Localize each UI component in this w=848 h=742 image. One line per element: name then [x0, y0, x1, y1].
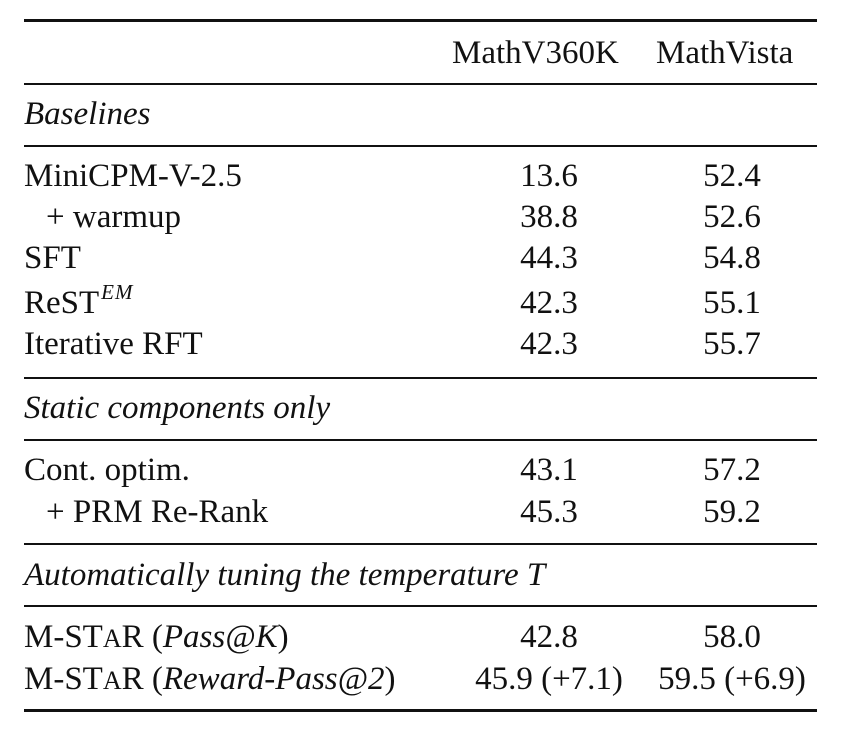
- row-label-cont-optim: Cont. optim.: [24, 452, 190, 488]
- cell-mathvista: 58.0: [703, 619, 761, 655]
- mstar-close-paren: ): [277, 619, 289, 655]
- row-label-mstar-pass-k: M-STAR (Pass@K): [24, 617, 289, 657]
- rest-label-text: ReST: [24, 285, 100, 321]
- mstar-prefix: M-ST: [24, 661, 103, 697]
- cell-mathv360k: 45.3: [520, 494, 578, 530]
- cell-mathv360k: 43.1: [520, 452, 578, 488]
- row-label-sft: SFT: [24, 240, 81, 276]
- column-header-mathvista: MathVista: [656, 35, 794, 71]
- cell-mathv360k: 13.6: [520, 158, 578, 194]
- mstar-smallcap: A: [102, 666, 122, 695]
- mstar-suffix: R (: [121, 619, 163, 655]
- row-label-rest-em: ReSTEM: [24, 280, 134, 323]
- cell-mathv360k: 42.3: [520, 326, 578, 362]
- mstar-variant: Pass@K: [162, 619, 278, 655]
- mstar-close-paren: ): [384, 661, 396, 697]
- column-header-mathv360k: MathV360K: [452, 35, 619, 71]
- section-title-auto-tuning: Automatically tuning the temperature T: [24, 557, 546, 593]
- row-label-mstar-reward-pass: M-STAR (Reward-Pass@2): [24, 659, 396, 699]
- table-top-rule: [24, 19, 817, 22]
- section-title-static-components: Static components only: [24, 390, 331, 426]
- section-rule: [24, 145, 817, 147]
- cell-mathv360k: 42.8: [520, 619, 578, 655]
- mstar-variant: Reward-Pass@2: [162, 661, 385, 697]
- rest-label-superscript: EM: [101, 280, 134, 304]
- header-rule: [24, 83, 817, 85]
- cell-mathv360k: 38.8: [520, 199, 578, 235]
- row-label-iterative-rft: Iterative RFT: [24, 326, 203, 362]
- cell-mathvista: 55.1: [703, 285, 761, 321]
- cell-mathvista: 52.6: [703, 199, 761, 235]
- cell-mathvista: 52.4: [703, 158, 761, 194]
- mstar-smallcap: A: [102, 624, 122, 653]
- section-rule: [24, 377, 817, 379]
- cell-mathvista: 59.2: [703, 494, 761, 530]
- cell-mathvista: 54.8: [703, 240, 761, 276]
- cell-mathvista: 57.2: [703, 452, 761, 488]
- mstar-prefix: M-ST: [24, 619, 103, 655]
- cell-mathv360k: 42.3: [520, 285, 578, 321]
- row-label-prm-rerank: + PRM Re-Rank: [46, 494, 269, 530]
- cell-mathvista: 55.7: [703, 326, 761, 362]
- mstar-suffix: R (: [121, 661, 163, 697]
- table-bottom-rule: [24, 709, 817, 712]
- row-label-warmup: + warmup: [46, 199, 181, 235]
- row-label-minicpm: MiniCPM-V-2.5: [24, 158, 242, 194]
- section-rule: [24, 605, 817, 607]
- cell-mathv360k: 44.3: [520, 240, 578, 276]
- section-rule: [24, 439, 817, 441]
- cell-mathv360k: 45.9 (+7.1): [475, 661, 623, 697]
- cell-mathvista: 59.5 (+6.9): [658, 661, 806, 697]
- section-title-baselines: Baselines: [24, 96, 151, 132]
- section-rule: [24, 543, 817, 545]
